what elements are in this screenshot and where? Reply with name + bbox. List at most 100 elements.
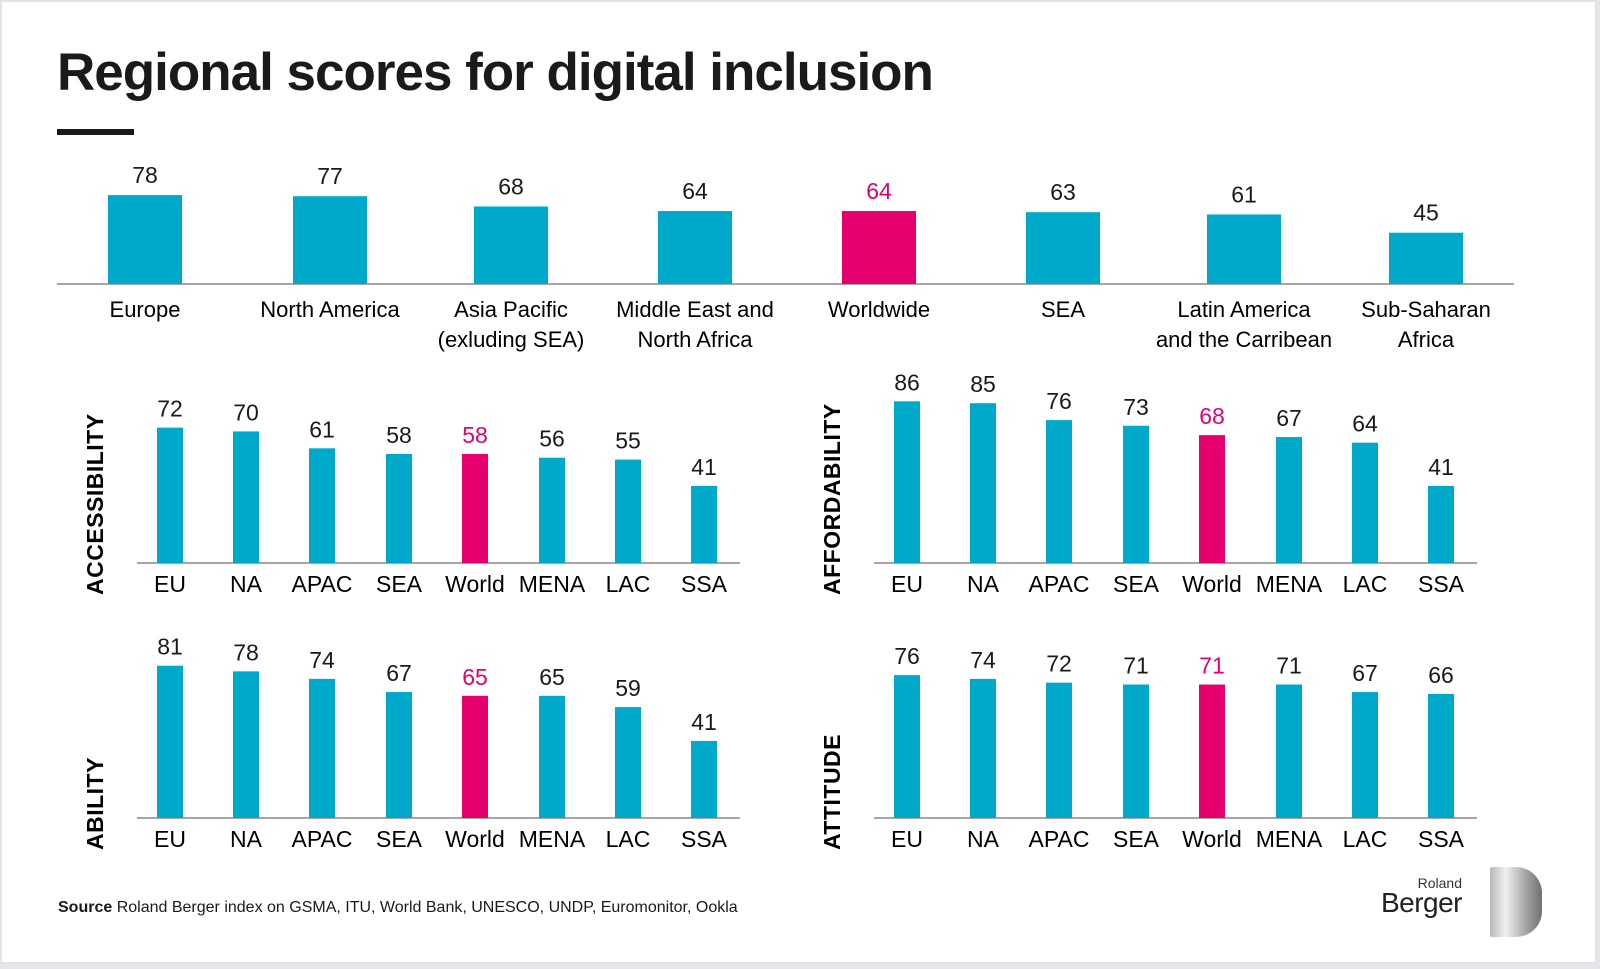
bar-world xyxy=(462,695,488,818)
tick-label: EU xyxy=(154,826,186,852)
bar-world xyxy=(462,453,488,563)
bar-world xyxy=(1199,435,1225,563)
tick-label: EU xyxy=(891,571,923,597)
value-label: 41 xyxy=(1428,454,1454,480)
value-label: 64 xyxy=(866,178,892,204)
value-label: 71 xyxy=(1123,653,1149,679)
tick-label: APAC xyxy=(292,571,353,597)
bar-eu xyxy=(157,665,183,818)
value-label: 67 xyxy=(386,660,412,686)
tick-label: World xyxy=(1182,571,1242,597)
value-label: 41 xyxy=(691,454,717,480)
bar-lac xyxy=(1352,692,1378,818)
value-label: 72 xyxy=(1046,651,1072,677)
tick-label: MENA xyxy=(519,571,586,597)
value-label: 63 xyxy=(1050,179,1076,205)
bar-lac xyxy=(615,707,641,818)
tick-label: APAC xyxy=(292,826,353,852)
bar-na xyxy=(233,431,259,563)
tick-label: EU xyxy=(891,826,923,852)
source-label: Source xyxy=(58,899,113,916)
tick-label: NA xyxy=(230,571,263,597)
bar-apac xyxy=(1046,682,1072,818)
value-label: 61 xyxy=(309,416,335,442)
value-label: 77 xyxy=(317,163,343,189)
value-label: 65 xyxy=(539,664,565,690)
page-title: Regional scores for digital inclusion xyxy=(57,43,934,102)
bar-7 xyxy=(1389,232,1463,284)
value-label: 61 xyxy=(1231,181,1257,207)
category-label: Worldwide xyxy=(828,297,930,322)
tick-label: EU xyxy=(154,571,186,597)
category-label: Sub-Saharan xyxy=(1361,297,1491,322)
category-label: SEA xyxy=(1041,297,1085,322)
tick-label: MENA xyxy=(519,826,586,852)
category-label: Europe xyxy=(110,297,181,322)
tick-label: World xyxy=(445,826,505,852)
value-label: 74 xyxy=(309,647,335,673)
tick-label: World xyxy=(445,571,505,597)
y-axis-label: AFFORDABILITY xyxy=(819,403,845,595)
value-label: 78 xyxy=(132,162,158,188)
bar-5 xyxy=(1026,212,1100,284)
bar-4 xyxy=(842,211,916,284)
source-note: Source Roland Berger index on GSMA, ITU,… xyxy=(58,899,738,917)
value-label: 68 xyxy=(498,173,524,199)
value-label: 58 xyxy=(386,422,412,448)
tick-label: World xyxy=(1182,826,1242,852)
tick-label: SEA xyxy=(376,826,423,852)
tick-label: LAC xyxy=(1343,571,1388,597)
bar-6 xyxy=(1207,214,1281,284)
bar-apac xyxy=(309,448,335,563)
bar-mena xyxy=(539,695,565,818)
value-label: 64 xyxy=(1352,411,1378,437)
value-label: 72 xyxy=(157,396,183,422)
value-label: 71 xyxy=(1199,653,1225,679)
bar-world xyxy=(1199,684,1225,818)
bar-ssa xyxy=(691,485,717,563)
value-label: 85 xyxy=(970,371,996,397)
bar-na xyxy=(233,671,259,818)
value-label: 64 xyxy=(682,178,708,204)
tick-label: SEA xyxy=(1113,571,1160,597)
category-label: (exluding SEA) xyxy=(438,327,585,352)
tick-label: NA xyxy=(967,571,1000,597)
value-label: 74 xyxy=(970,647,996,673)
logo-roland: Roland xyxy=(1417,875,1462,891)
bar-lac xyxy=(615,459,641,563)
value-label: 45 xyxy=(1413,200,1439,226)
value-label: 73 xyxy=(1123,394,1149,420)
value-label: 56 xyxy=(539,426,565,452)
y-axis-label: ATTITUDE xyxy=(819,734,845,850)
bar-mena xyxy=(1276,684,1302,818)
bar-mena xyxy=(539,457,565,563)
bar-0 xyxy=(108,195,182,284)
tick-label: LAC xyxy=(1343,826,1388,852)
bar-1 xyxy=(293,196,367,284)
tick-label: APAC xyxy=(1029,826,1090,852)
y-axis-label: ACCESSIBILITY xyxy=(82,413,108,595)
tick-label: SSA xyxy=(1418,571,1465,597)
title-underline xyxy=(57,129,134,135)
value-label: 81 xyxy=(157,634,183,660)
value-label: 70 xyxy=(233,399,259,425)
category-label: North Africa xyxy=(638,327,754,352)
value-label: 86 xyxy=(894,369,920,395)
bar-ssa xyxy=(1428,693,1454,818)
value-label: 76 xyxy=(1046,388,1072,414)
bar-na xyxy=(970,678,996,818)
category-label: Asia Pacific xyxy=(454,297,568,322)
value-label: 55 xyxy=(615,428,641,454)
bar-2 xyxy=(474,206,548,284)
category-label: Africa xyxy=(1398,327,1455,352)
tick-label: SEA xyxy=(376,571,423,597)
bar-eu xyxy=(894,401,920,563)
tick-label: NA xyxy=(230,826,263,852)
bar-eu xyxy=(894,675,920,818)
y-axis-label: ABILITY xyxy=(82,757,108,850)
bar-apac xyxy=(309,678,335,818)
tick-label: SSA xyxy=(681,826,728,852)
bar-sea xyxy=(1123,425,1149,563)
bar-sea xyxy=(386,453,412,563)
